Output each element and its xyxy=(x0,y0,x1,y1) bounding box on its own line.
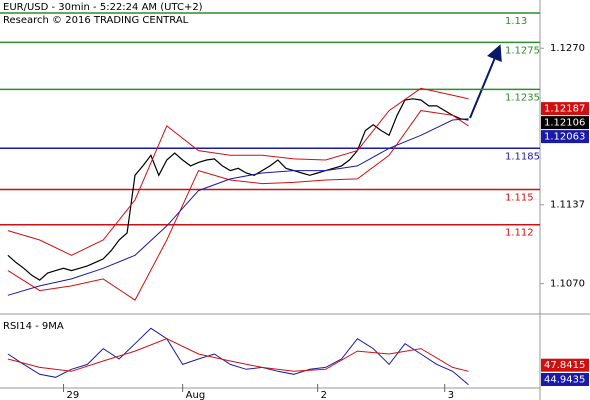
chart-subtitle: Research © 2016 TRADING CENTRAL xyxy=(3,15,189,26)
chart-title: EUR/USD - 30min - 5:22:24 AM (UTC+2) xyxy=(3,2,203,13)
price-tag xyxy=(541,130,589,144)
price-tag xyxy=(541,373,589,387)
level-label: 1.1275 xyxy=(505,45,540,56)
x-tick-label: 3 xyxy=(448,390,454,400)
series-line xyxy=(7,118,469,296)
y-tick-label: 1.1137 xyxy=(550,200,585,211)
series-line xyxy=(7,110,469,301)
x-tick-label: 2 xyxy=(321,390,327,400)
price-tag xyxy=(541,116,589,130)
series-line xyxy=(7,327,469,386)
series-line xyxy=(7,338,469,372)
level-label: 1.115 xyxy=(505,192,534,203)
forecast-arrow xyxy=(469,44,502,119)
y-tick-label: 1.1070 xyxy=(550,279,585,290)
x-tick-label: 29 xyxy=(67,390,80,400)
price-tag-label: 47.8415 xyxy=(544,360,585,371)
y-tick-label: 1.1270 xyxy=(550,43,585,54)
level-label: 1.1235 xyxy=(505,92,540,103)
series-line xyxy=(7,87,469,256)
series-line xyxy=(7,98,469,281)
rsi-title: RSI14 - 9MA xyxy=(3,321,64,332)
x-tick-label: Aug xyxy=(186,390,206,400)
price-tag xyxy=(541,102,589,116)
price-tag-label: 44.9435 xyxy=(544,375,585,386)
price-tag xyxy=(541,358,589,372)
level-label: 1.112 xyxy=(505,228,534,239)
level-label: 1.13 xyxy=(505,16,527,27)
price-tag-label: 1.12187 xyxy=(544,104,585,115)
price-tag-label: 1.12106 xyxy=(544,118,585,129)
price-tag-label: 1.12063 xyxy=(544,132,585,143)
level-label: 1.1185 xyxy=(505,151,540,162)
